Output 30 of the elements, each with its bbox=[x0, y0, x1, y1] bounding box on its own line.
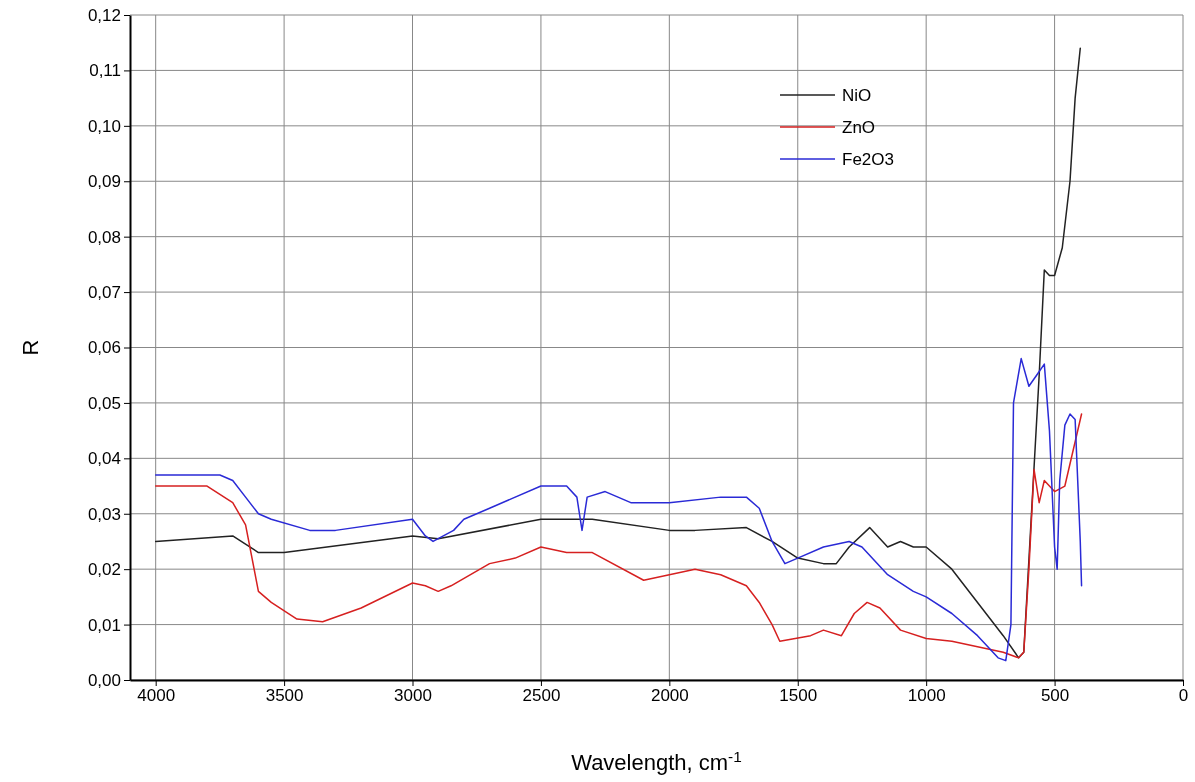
x-tick-label: 0 bbox=[1178, 686, 1189, 706]
x-tick-label: 2000 bbox=[650, 686, 689, 706]
y-tick-label: 0,05 bbox=[87, 393, 121, 413]
x-tick-label: 3000 bbox=[394, 686, 432, 706]
y-tick-label: 0,10 bbox=[87, 116, 121, 136]
y-tick-label: 0,02 bbox=[87, 560, 121, 580]
line-series bbox=[154, 357, 1083, 662]
x-axis-title: Wavelength, cm$^{-1}$ bbox=[571, 747, 742, 775]
y-tick-label: 0,06 bbox=[87, 338, 121, 358]
x-tick-label: 1000 bbox=[907, 686, 946, 706]
x-tick-label: 3500 bbox=[265, 686, 304, 706]
legend-label: NiO bbox=[842, 86, 872, 105]
y-tick-label: 0,07 bbox=[87, 283, 121, 303]
y-tick-label: 0,00 bbox=[87, 670, 121, 690]
y-tick-label: 0,09 bbox=[87, 172, 121, 192]
legend-label: Fe2O3 bbox=[842, 150, 894, 169]
y-tick-label: 0,11 bbox=[89, 61, 121, 81]
y-tick-label: 0,01 bbox=[87, 615, 121, 635]
y-tick-label: 0,08 bbox=[87, 227, 121, 247]
legend-label: ZnO bbox=[842, 118, 876, 137]
x-tick-label: 1500 bbox=[779, 686, 818, 706]
x-tick-label: 4000 bbox=[137, 686, 176, 706]
y-tick-label: 0,12 bbox=[87, 5, 121, 25]
x-tick-label: 2500 bbox=[522, 686, 561, 706]
y-tick-label: 0,04 bbox=[87, 449, 121, 469]
x-tick-label: 500 bbox=[1040, 686, 1070, 706]
y-tick-label: 0,03 bbox=[87, 504, 121, 524]
line-series bbox=[154, 47, 1082, 659]
line-series bbox=[154, 413, 1083, 659]
y-axis-title: R bbox=[18, 339, 43, 356]
